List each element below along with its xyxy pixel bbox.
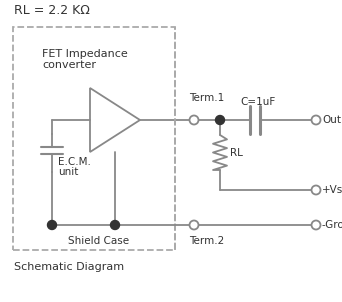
Text: RL: RL bbox=[230, 147, 243, 158]
Text: -Ground: -Ground bbox=[322, 220, 342, 230]
Circle shape bbox=[312, 185, 320, 194]
Bar bbox=[13, 27, 175, 250]
Text: Term.1: Term.1 bbox=[189, 93, 224, 103]
Text: RL = 2.2 KΩ: RL = 2.2 KΩ bbox=[14, 5, 90, 18]
Text: FET Impedance: FET Impedance bbox=[42, 49, 128, 59]
Text: +Vs: +Vs bbox=[322, 185, 342, 195]
Circle shape bbox=[48, 220, 56, 230]
Text: unit: unit bbox=[58, 167, 78, 177]
Circle shape bbox=[110, 220, 119, 230]
Circle shape bbox=[189, 115, 198, 124]
Circle shape bbox=[215, 115, 224, 124]
Text: converter: converter bbox=[42, 60, 96, 70]
Text: Output: Output bbox=[322, 115, 342, 125]
Text: Term.2: Term.2 bbox=[189, 236, 224, 246]
Circle shape bbox=[312, 115, 320, 124]
Text: E.C.M.: E.C.M. bbox=[58, 157, 91, 167]
Circle shape bbox=[189, 220, 198, 230]
Circle shape bbox=[312, 220, 320, 230]
Text: C=1uF: C=1uF bbox=[240, 97, 275, 107]
Text: Shield Case: Shield Case bbox=[68, 236, 129, 246]
Text: Schematic Diagram: Schematic Diagram bbox=[14, 262, 124, 272]
